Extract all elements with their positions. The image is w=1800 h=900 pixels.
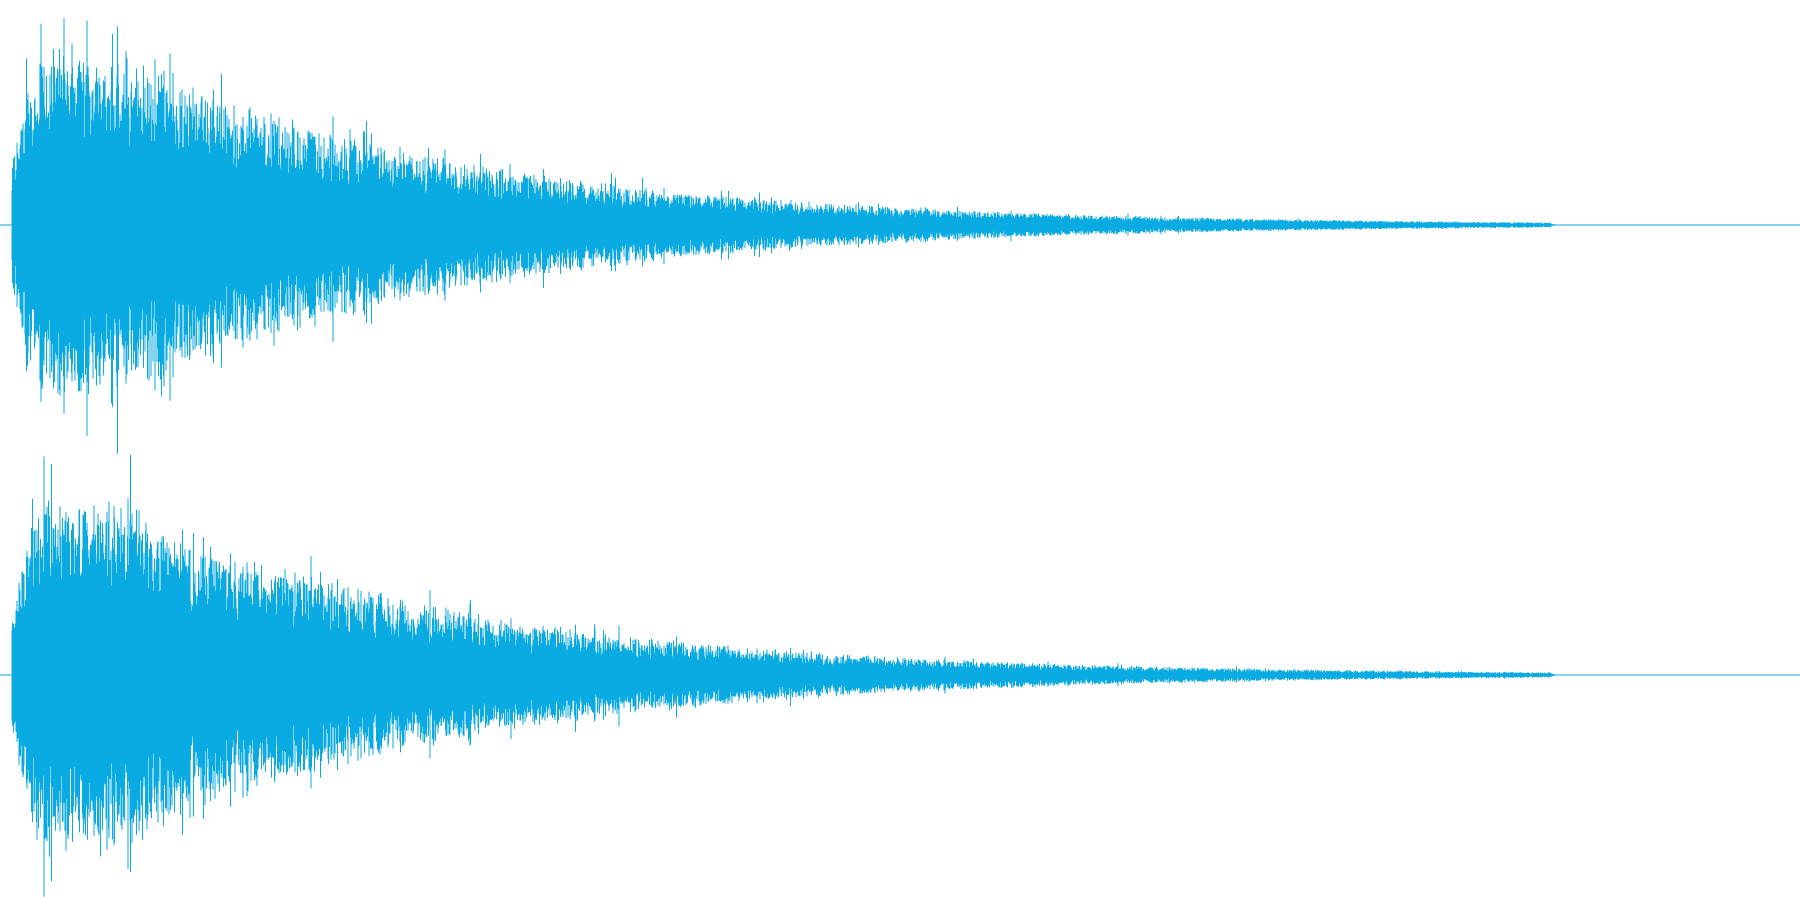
channel-waveform-left	[0, 18, 1800, 454]
channel-waveform-path	[11, 18, 1556, 454]
channel-waveform-right	[0, 454, 1800, 897]
channel-waveform-path	[11, 454, 1556, 897]
